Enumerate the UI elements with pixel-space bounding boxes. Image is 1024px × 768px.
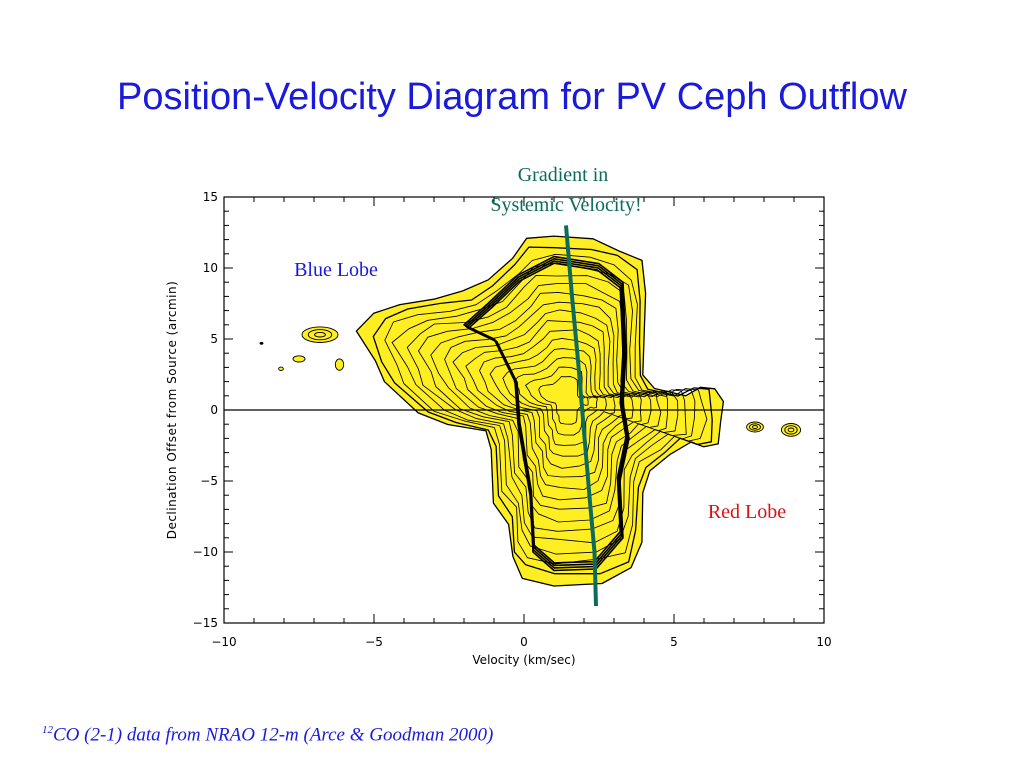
contour-level-10 (465, 320, 642, 490)
x-tick-label: 5 (670, 635, 678, 649)
caption-isotope-superscript: 12 (42, 724, 53, 736)
gradient-annotation-line2: Systemic Velocity! (490, 194, 641, 216)
outlier-blob-contour-5-1 (259, 341, 264, 345)
outlier-blob-contour-7-3 (787, 427, 795, 433)
core-ridge-contour-1 (463, 255, 630, 572)
y-tick-label: 5 (210, 332, 218, 346)
caption: 12CO (2-1) data from NRAO 12-m (Arce & G… (42, 724, 493, 746)
outlier-blob-contour-1-2 (307, 329, 333, 341)
contour-level-11 (479, 329, 634, 478)
y-tick-label: −10 (193, 545, 218, 559)
x-tick-label: 10 (816, 635, 831, 649)
x-axis-label: Velocity (km/sec) (472, 653, 575, 667)
contour-level-3 (384, 253, 708, 565)
contour-level-8 (444, 301, 662, 510)
y-tick-label: −15 (193, 616, 218, 630)
core-ridge-contour-2 (464, 257, 629, 569)
contour-level-12 (489, 337, 625, 469)
outlier-blob-contour-4-1 (278, 366, 284, 371)
contour-level-16 (538, 376, 589, 425)
outlier-blob-contour-6-2 (749, 423, 761, 431)
red-lobe-label: Red Lobe (708, 501, 786, 523)
contour-level-13 (502, 348, 616, 457)
outlier-blob-contour-2-1 (292, 355, 306, 363)
gradient-annotation-line1: Gradient in (518, 164, 609, 186)
slide-title: Position-Velocity Diagram for PV Ceph Ou… (117, 76, 907, 118)
core-ridge-contour-4 (467, 262, 627, 564)
y-tick-label: 0 (210, 403, 218, 417)
contour-level-9 (452, 309, 652, 501)
outlier-blob-contour-3-1 (334, 358, 345, 371)
contour-level-7 (430, 291, 669, 523)
x-tick-label: −5 (365, 635, 383, 649)
x-tick-label: −10 (211, 635, 236, 649)
outlier-blob-contour-6-3 (752, 425, 758, 429)
outlier-blob-contour-7-2 (784, 425, 798, 435)
outlier-blob-contour-1-1 (301, 326, 339, 343)
outlier-blob-contour-1-3 (314, 331, 326, 338)
y-axis-label: Declination Offset from Source (arcmin) (165, 281, 179, 540)
x-tick-label: 0 (520, 635, 528, 649)
blue-lobe-label: Blue Lobe (294, 259, 378, 281)
gradient-line (564, 225, 598, 607)
core-ridge-contour-3 (466, 260, 628, 567)
y-tick-label: 15 (203, 190, 218, 204)
caption-text: CO (2-1) data from NRAO 12-m (Arce & Goo… (53, 724, 494, 746)
contour-level-2 (372, 246, 713, 575)
contour-level-4 (391, 262, 696, 555)
y-tick-label: 10 (203, 261, 218, 275)
contour-level-1 (355, 235, 725, 587)
y-tick-label: −5 (200, 474, 218, 488)
